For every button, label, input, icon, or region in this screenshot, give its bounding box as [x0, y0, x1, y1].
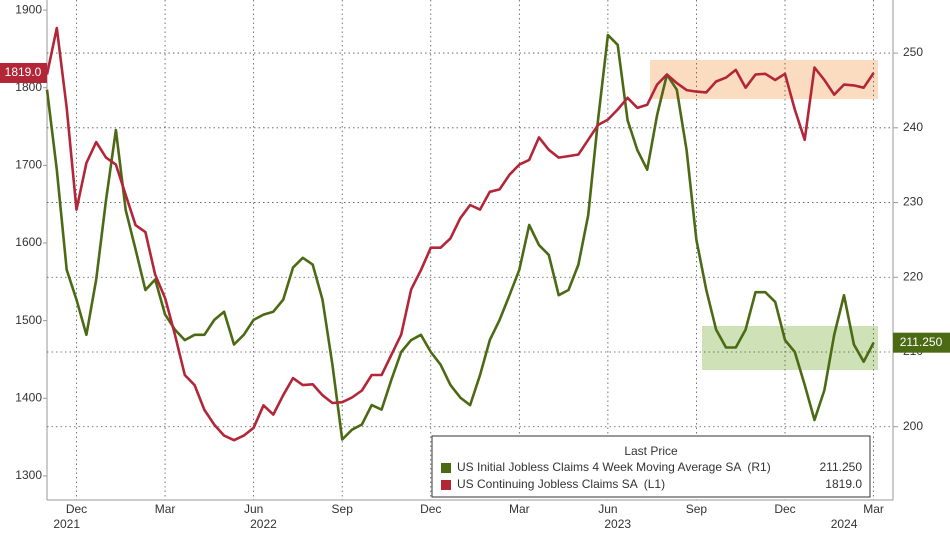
legend-label: US Initial Jobless Claims 4 Week Moving … [457, 460, 771, 474]
x-tick-label: Sep [332, 502, 354, 516]
last-price-label: 211.250 [900, 335, 943, 349]
legend-value: 1819.0 [825, 477, 862, 491]
x-tick-label: Mar [509, 502, 530, 516]
x-tick-label: Jun [244, 502, 263, 516]
y-tick-label: 1400 [15, 390, 42, 404]
last-price-label: 1819.0 [5, 65, 42, 79]
highlight-box [650, 60, 878, 99]
legend: Last Price US Initial Jobless Claims 4 W… [431, 435, 871, 498]
legend-box [431, 435, 871, 498]
series-line [45, 33, 875, 441]
year-label: 2023 [604, 517, 631, 531]
y2-tick-label: 240 [903, 120, 923, 134]
series-line [45, 26, 875, 442]
legend-swatch [441, 480, 451, 490]
y-tick-label: 1900 [15, 2, 42, 16]
y2-tick-label: 230 [903, 195, 923, 209]
year-label: 2024 [831, 517, 858, 531]
y-tick-label: 1300 [15, 468, 42, 482]
x-tick-label: Jun [598, 502, 617, 516]
legend-value: 211.250 [820, 460, 863, 474]
legend-title: Last Price [624, 444, 678, 458]
y-tick-label: 1700 [15, 158, 42, 172]
y2-tick-label: 220 [903, 269, 923, 283]
last-price-tag [893, 332, 950, 353]
x-tick-label: Mar [863, 502, 884, 516]
x-tick-label: Sep [686, 502, 708, 516]
x-tick-label: Dec [774, 502, 795, 516]
y-tick-label: 1800 [15, 80, 42, 94]
y-tick-label: 1600 [15, 235, 42, 249]
last-price-tag [0, 62, 47, 83]
y2-tick-label: 200 [903, 419, 923, 433]
y2-tick-label: 250 [903, 45, 923, 59]
x-tick-label: Mar [155, 502, 176, 516]
legend-rows: US Initial Jobless Claims 4 Week Moving … [441, 460, 862, 491]
x-tick-label: Dec [420, 502, 441, 516]
year-label: 2022 [250, 517, 277, 531]
x-tick-label: Dec [66, 502, 87, 516]
legend-swatch [441, 463, 451, 473]
y-tick-label: 1500 [15, 313, 42, 327]
year-label: 2021 [53, 517, 80, 531]
legend-label: US Continuing Jobless Claims SA (L1) [457, 477, 665, 491]
